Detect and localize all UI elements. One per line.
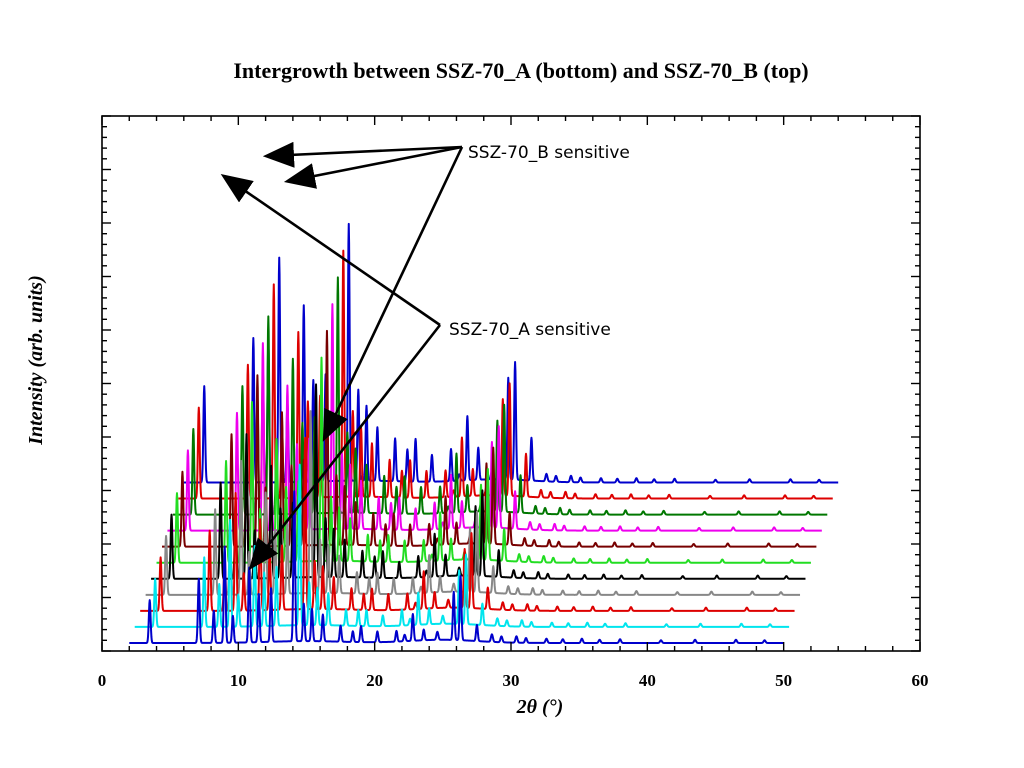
x-tick-label: 50 [775,671,792,690]
y-axis-label: Intensity (arb. units) [25,275,47,445]
x-tick-label: 20 [366,671,383,690]
x-tick-labels: 0 10 20 30 40 50 60 [98,671,929,690]
ticks-layer [101,115,921,652]
annotation-layer: SSZ-70_B sensitive SSZ-70_A sensitive [220,141,630,571]
x-tick-label: 0 [98,671,107,690]
series-layer [128,222,839,644]
arrow-a-2 [248,324,442,571]
x-tick-label: 30 [503,671,520,690]
arrow-a-1 [220,174,441,327]
annotation-ssz70a: SSZ-70_A sensitive [449,320,611,340]
chart-title: Intergrowth between SSZ-70_A (bottom) an… [233,58,808,83]
arrow-b-2 [283,145,463,189]
x-tick-label: 10 [230,671,247,690]
x-axis-label: 2θ (°) [516,696,564,718]
x-tick-label: 40 [639,671,656,690]
arrow-b-1 [262,141,463,168]
x-tick-label: 60 [912,671,929,690]
annotation-ssz70b: SSZ-70_B sensitive [468,143,630,163]
